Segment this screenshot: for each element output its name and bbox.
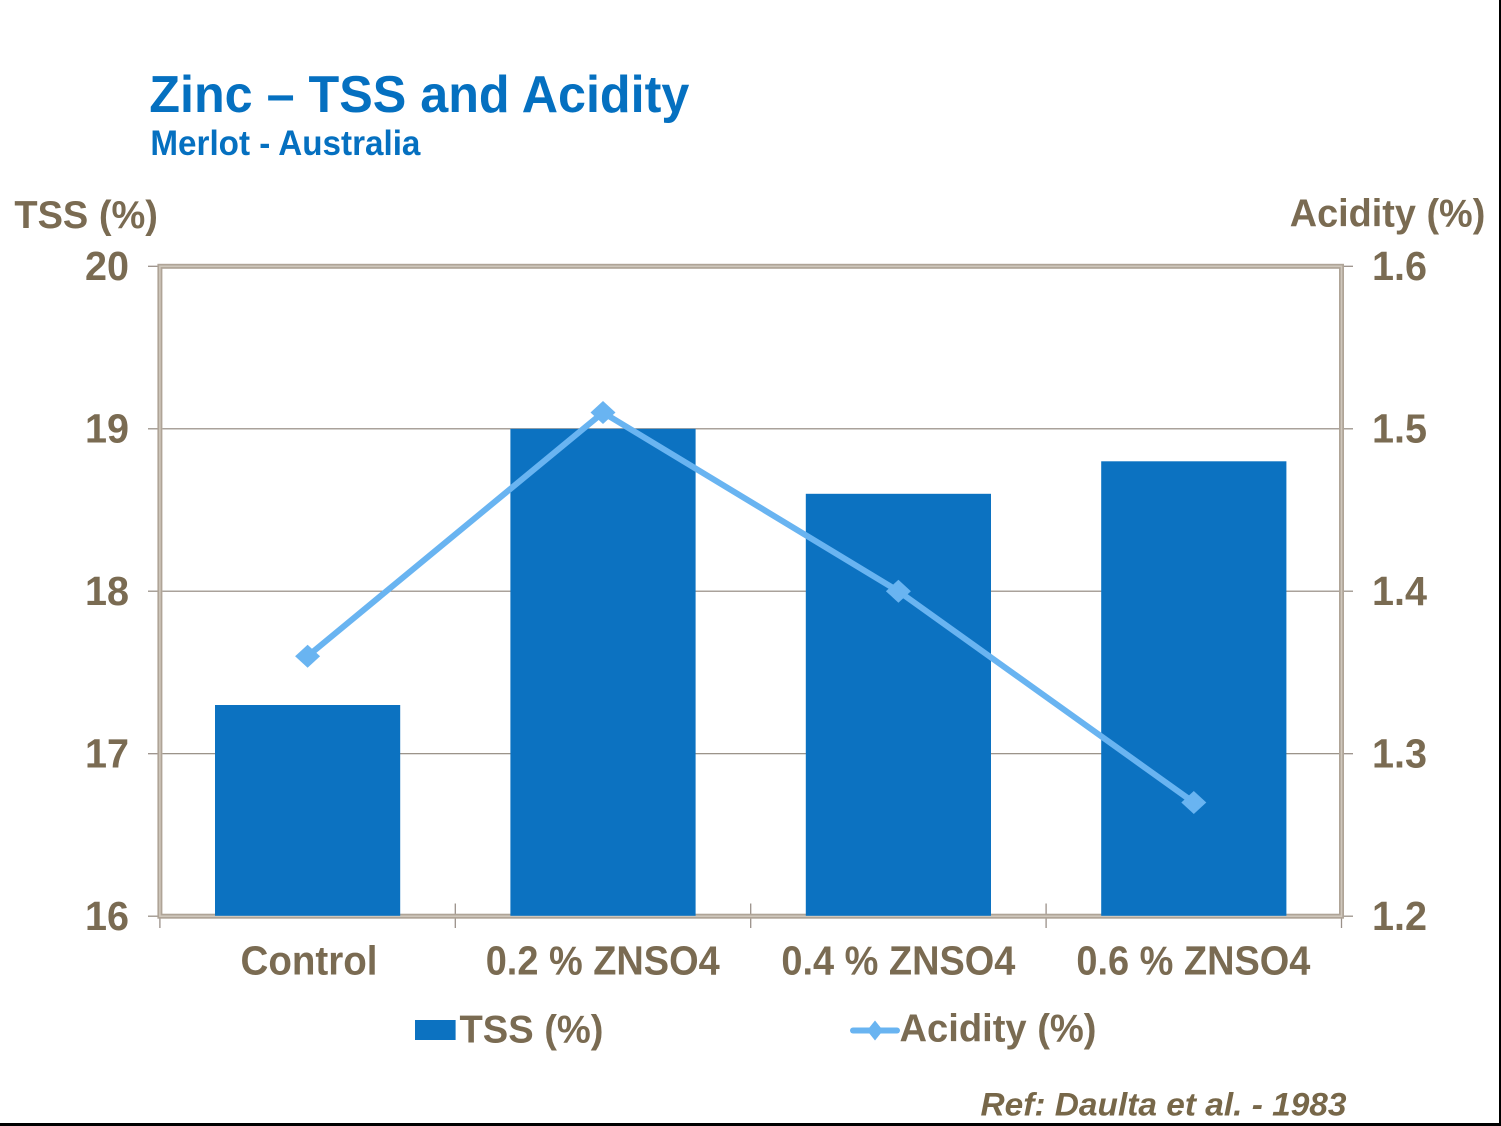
svg-text:1.2: 1.2 [1372,893,1427,939]
svg-text:Control: Control [241,937,378,983]
svg-text:0.4 % ZNSO4: 0.4 % ZNSO4 [781,937,1015,983]
svg-text:20: 20 [85,243,129,289]
svg-text:TSS (%): TSS (%) [460,1009,604,1052]
svg-text:16: 16 [85,893,129,939]
svg-text:1.3: 1.3 [1372,730,1427,776]
svg-text:0.6 % ZNSO4: 0.6 % ZNSO4 [1076,937,1310,983]
svg-text:Acidity (%): Acidity (%) [1290,193,1486,236]
svg-text:Ref: Daulta et al. - 1983: Ref: Daulta et al. - 1983 [981,1086,1347,1123]
svg-text:Acidity (%): Acidity (%) [900,1008,1097,1051]
svg-text:17: 17 [85,730,129,776]
svg-text:Zinc – TSS and Acidity: Zinc – TSS and Acidity [149,66,689,124]
svg-text:Merlot - Australia: Merlot - Australia [150,123,420,163]
svg-text:19: 19 [85,405,129,451]
svg-text:0.2 % ZNSO4: 0.2 % ZNSO4 [486,937,720,983]
svg-text:1.5: 1.5 [1372,405,1427,451]
svg-text:1.6: 1.6 [1372,243,1427,289]
svg-text:18: 18 [85,568,129,614]
svg-text:TSS (%): TSS (%) [14,194,158,237]
svg-text:1.4: 1.4 [1372,568,1427,614]
